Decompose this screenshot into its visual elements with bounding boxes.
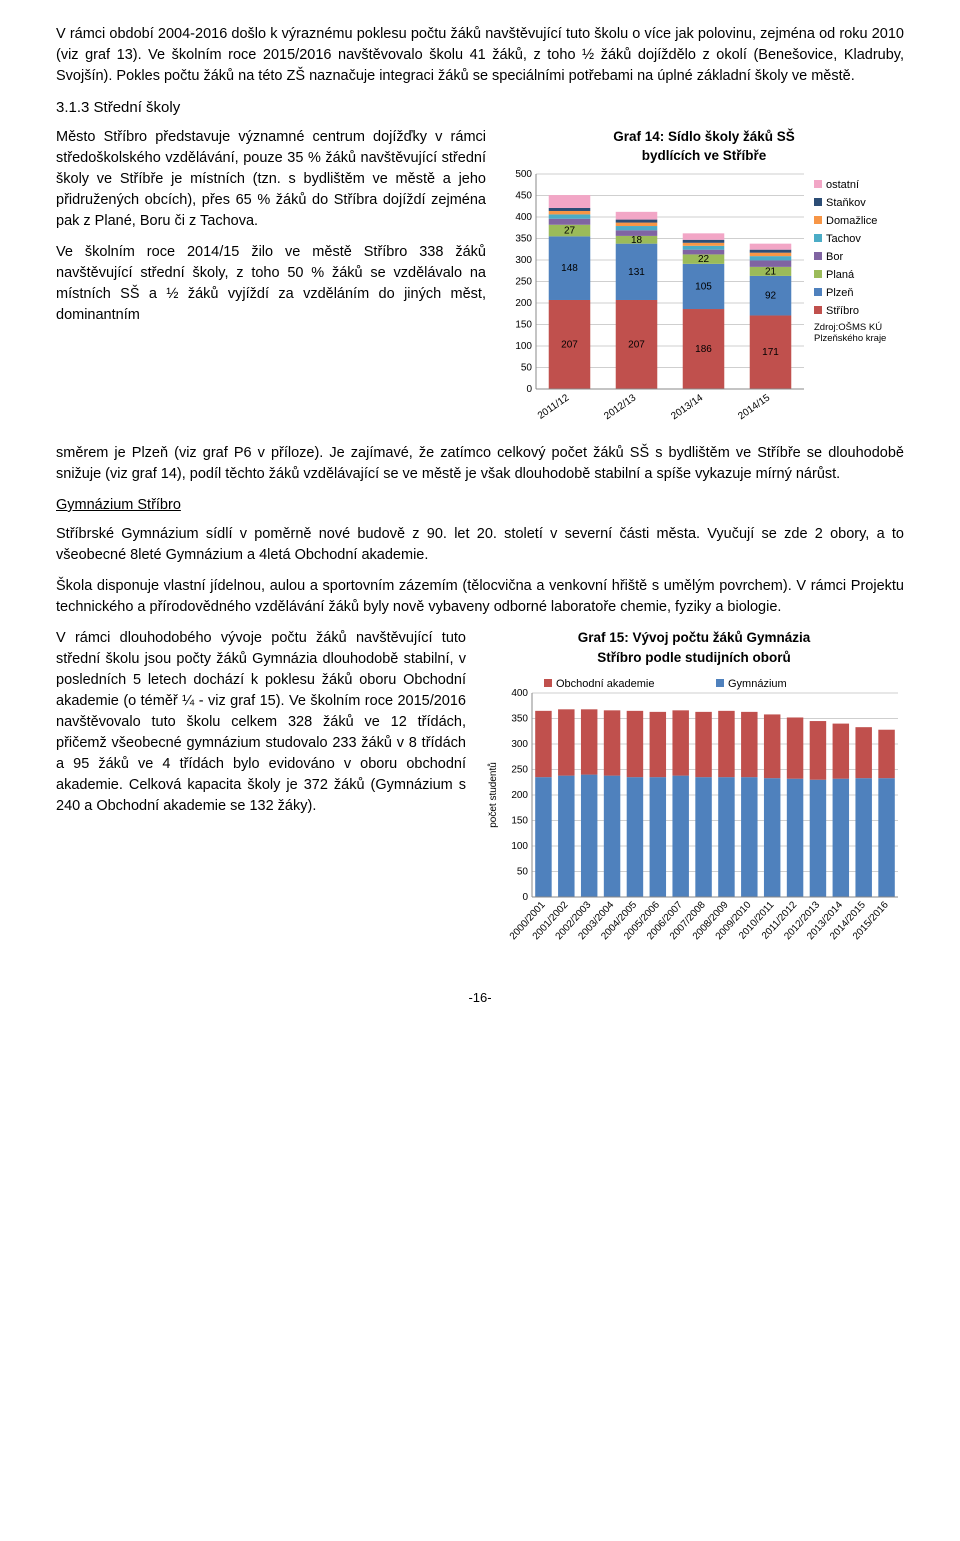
svg-text:105: 105	[695, 281, 712, 292]
chart14-text: Město Stříbro představuje významné centr…	[56, 127, 486, 435]
svg-text:počet studentů: počet studentů	[487, 762, 499, 828]
svg-text:2011/12: 2011/12	[536, 392, 572, 422]
svg-text:100: 100	[515, 341, 532, 352]
svg-text:21: 21	[765, 266, 777, 277]
para-gym2: Škola disponuje vlastní jídelnou, aulou …	[56, 576, 904, 618]
svg-text:Bor: Bor	[826, 251, 843, 263]
chart15-svg: Obchodní akademie Gymnázium 0 50 100 150 200 25…	[484, 671, 904, 961]
gymnazium-heading: Gymnázium Stříbro	[56, 495, 904, 516]
svg-text:2013/14: 2013/14	[669, 392, 705, 422]
svg-text:Obchodní akademie: Obchodní akademie	[556, 678, 654, 690]
svg-text:350: 350	[511, 714, 528, 725]
svg-text:300: 300	[515, 255, 532, 266]
svg-text:150: 150	[511, 816, 528, 827]
chart14-svg: 0 50 100 150 200 250 300 350 400 450 500 207 207 186 1…	[504, 170, 904, 435]
svg-text:ostatní: ostatní	[826, 179, 859, 191]
chart15-title: Graf 15: Vývoj počtu žáků GymnáziaStříbr…	[484, 628, 904, 667]
chart14-title: Graf 14: Sídlo školy žáků SŠbydlících ve…	[504, 127, 904, 166]
svg-text:0: 0	[526, 384, 532, 395]
svg-text:27: 27	[564, 225, 576, 236]
svg-text:22: 22	[698, 254, 710, 265]
svg-text:0: 0	[522, 892, 528, 903]
svg-text:350: 350	[515, 233, 532, 244]
svg-text:Stříbro: Stříbro	[826, 305, 859, 317]
svg-text:400: 400	[515, 212, 532, 223]
svg-text:50: 50	[521, 362, 533, 373]
svg-text:100: 100	[511, 841, 528, 852]
svg-text:Tachov: Tachov	[826, 233, 861, 245]
svg-text:2014/15: 2014/15	[736, 392, 772, 422]
svg-text:200: 200	[515, 298, 532, 309]
svg-text:250: 250	[511, 765, 528, 776]
svg-text:148: 148	[561, 263, 578, 274]
svg-text:207: 207	[628, 339, 645, 350]
svg-text:18: 18	[631, 235, 643, 246]
svg-text:Gymnázium: Gymnázium	[728, 678, 787, 690]
svg-text:Zdroj:OŠMS KÚ: Zdroj:OŠMS KÚ	[814, 322, 882, 333]
svg-text:200: 200	[511, 790, 528, 801]
svg-text:Plzeň: Plzeň	[826, 287, 854, 299]
para-after-chart14: směrem je Plzeň (viz graf P6 v příloze).…	[56, 443, 904, 485]
svg-text:186: 186	[695, 344, 712, 355]
svg-text:207: 207	[561, 339, 578, 350]
chart14-container: Graf 14: Sídlo školy žáků SŠbydlících ve…	[504, 127, 904, 435]
svg-text:450: 450	[515, 190, 532, 201]
chart14-text-p1: Město Stříbro představuje významné centr…	[56, 127, 486, 232]
chart15-text-p1: V rámci dlouhodobého vývoje počtu žáků n…	[56, 628, 466, 817]
svg-text:500: 500	[515, 170, 532, 180]
para-gym1: Stříbrské Gymnázium sídlí v poměrně nové…	[56, 524, 904, 566]
chart15-container: Graf 15: Vývoj počtu žáků GymnáziaStříbr…	[484, 628, 904, 961]
row-chart14: Město Stříbro představuje významné centr…	[56, 127, 904, 435]
svg-text:150: 150	[515, 319, 532, 330]
row-chart15: V rámci dlouhodobého vývoje počtu žáků n…	[56, 628, 904, 961]
svg-text:Domažlice: Domažlice	[826, 215, 877, 227]
svg-text:300: 300	[511, 739, 528, 750]
svg-text:250: 250	[515, 276, 532, 287]
svg-text:131: 131	[628, 267, 645, 278]
chart14-text-p2: Ve školním roce 2014/15 žilo ve městě St…	[56, 242, 486, 326]
svg-text:Planá: Planá	[826, 269, 855, 281]
svg-text:400: 400	[511, 688, 528, 699]
chart15-text: V rámci dlouhodobého vývoje počtu žáků n…	[56, 628, 466, 961]
svg-text:2012/13: 2012/13	[602, 392, 638, 422]
para-intro: V rámci období 2004-2016 došlo k výrazné…	[56, 24, 904, 87]
svg-text:171: 171	[762, 347, 779, 358]
svg-text:50: 50	[517, 867, 529, 878]
svg-text:Staňkov: Staňkov	[826, 197, 866, 209]
svg-text:92: 92	[765, 291, 777, 302]
svg-text:Plzeňského kraje: Plzeňského kraje	[814, 333, 886, 344]
section-3-1-3-heading: 3.1.3 Střední školy	[56, 97, 904, 119]
page-footer: -16-	[56, 989, 904, 1020]
